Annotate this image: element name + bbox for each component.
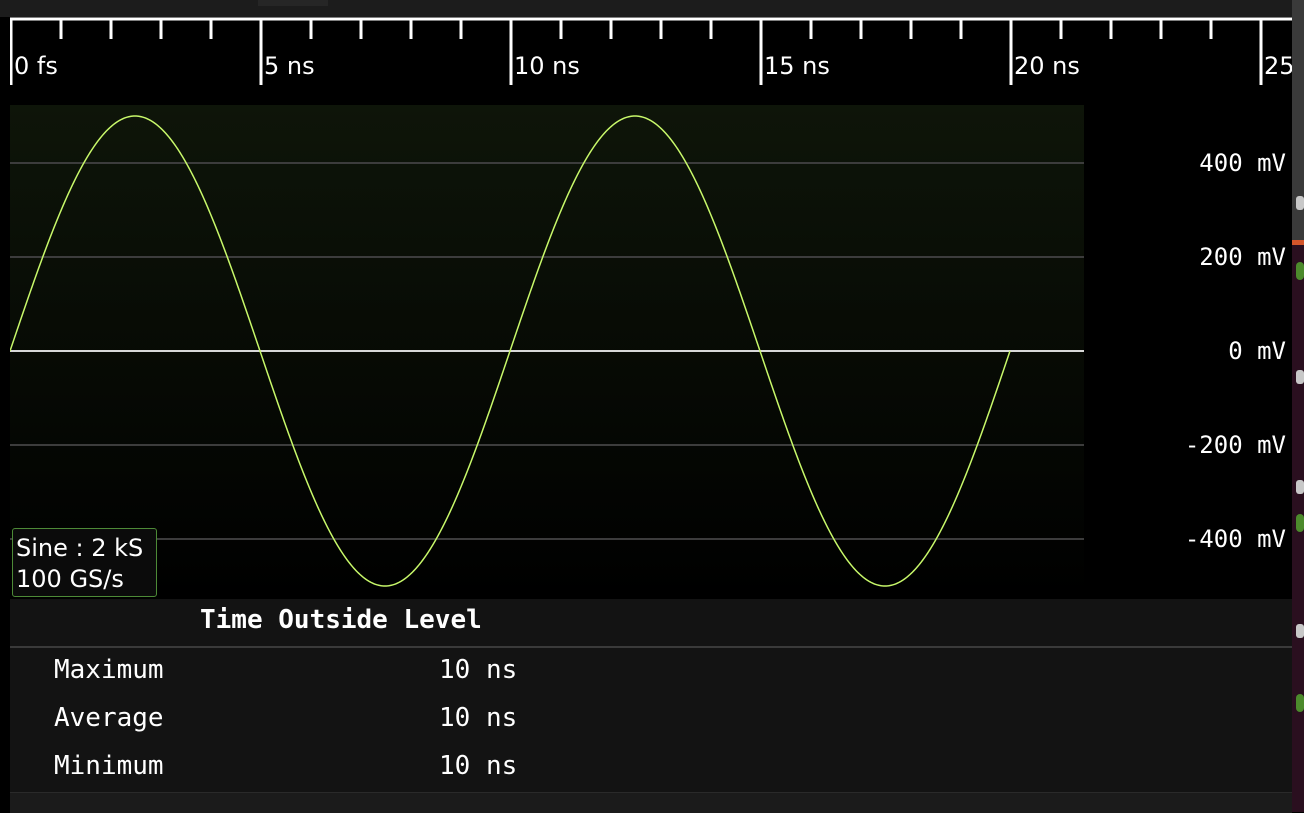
background-text-fragment xyxy=(1296,694,1304,712)
waveform-plot[interactable] xyxy=(10,105,1084,599)
time-label-3: 15 ns xyxy=(764,52,830,80)
measurement-row-maximum: Maximum 10 ns xyxy=(10,655,1292,695)
time-label-5: 25 xyxy=(1264,52,1295,80)
voltage-axis[interactable]: 400 mV 200 mV 0 mV -200 mV -400 mV xyxy=(1084,105,1292,599)
background-text-fragment xyxy=(1296,480,1304,494)
top-tab[interactable] xyxy=(258,0,328,6)
time-label-1: 5 ns xyxy=(264,52,315,80)
measurement-label: Average xyxy=(54,703,164,733)
background-text-fragment xyxy=(1296,370,1304,384)
background-window-accent xyxy=(1292,240,1304,245)
time-label-0: 0 fs xyxy=(14,52,58,80)
measurement-label: Maximum xyxy=(54,655,164,685)
time-label-2: 10 ns xyxy=(514,52,580,80)
measurement-divider xyxy=(10,646,1292,648)
background-text-fragment xyxy=(1296,514,1304,532)
time-label-4: 20 ns xyxy=(1014,52,1080,80)
time-ruler[interactable]: 0 fs 5 ns 10 ns 15 ns 20 ns 25 xyxy=(10,17,1295,105)
y-tick-label-neg200: -200 mV xyxy=(1184,431,1286,459)
waveform-svg xyxy=(10,115,1084,587)
measurement-title: Time Outside Level xyxy=(200,605,482,635)
y-tick-label-neg400: -400 mV xyxy=(1184,525,1286,553)
measurement-label: Minimum xyxy=(54,751,164,781)
measurement-row-average: Average 10 ns xyxy=(10,703,1292,743)
background-text-fragment xyxy=(1296,196,1304,210)
sine-trace xyxy=(10,115,1011,587)
channel-info-box[interactable]: Sine : 2 kS 100 GS/s xyxy=(12,528,157,597)
y-tick-label-200: 200 mV xyxy=(1199,243,1286,271)
background-text-fragment xyxy=(1296,624,1304,638)
y-tick-label-400: 400 mV xyxy=(1199,149,1286,177)
panel-bottom-bar xyxy=(10,792,1292,813)
measurement-row-minimum: Minimum 10 ns xyxy=(10,751,1292,791)
measurement-value: 10 ns xyxy=(439,655,518,685)
channel-name: Sine : 2 kS xyxy=(16,534,144,562)
measurement-value: 10 ns xyxy=(439,751,518,781)
background-window-edge xyxy=(1292,0,1304,812)
top-bar xyxy=(0,0,1304,17)
measurement-value: 10 ns xyxy=(439,703,518,733)
measurement-panel: Time Outside Level Maximum 10 ns Average… xyxy=(10,599,1292,813)
sample-rate: 100 GS/s xyxy=(16,565,124,593)
background-text-fragment xyxy=(1296,262,1304,280)
y-tick-label-0: 0 mV xyxy=(1228,337,1286,365)
time-ruler-ticks xyxy=(10,17,1292,85)
